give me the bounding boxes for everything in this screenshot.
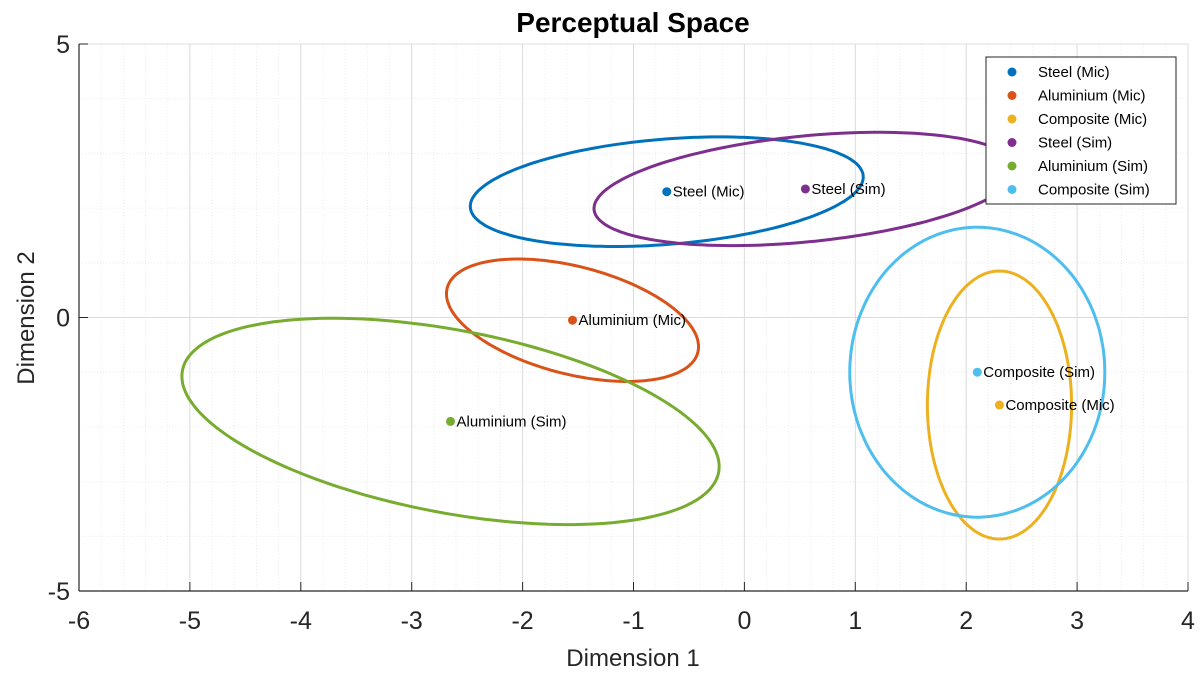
point-label-steel-mic: Steel (Mic) bbox=[673, 184, 745, 201]
x-tick-label: -2 bbox=[511, 607, 533, 635]
point-label-aluminium-sim: Aluminium (Sim) bbox=[457, 413, 567, 430]
legend-marker-aluminium-mic bbox=[1007, 91, 1017, 100]
legend-label-steel-sim: Steel (Sim) bbox=[1038, 135, 1112, 152]
ellipse-aluminium-sim bbox=[180, 316, 721, 527]
x-tick-label: -4 bbox=[290, 607, 312, 635]
tick-labels: -6 -5 -4 -3 -2 -1 0 1 2 3 4-505 bbox=[48, 31, 1195, 635]
ellipse-composite-mic bbox=[925, 269, 1074, 541]
legend-box bbox=[985, 56, 1177, 205]
legend-label-aluminium-mic: Aluminium (Mic) bbox=[1038, 88, 1146, 105]
y-tick-label: 0 bbox=[56, 305, 70, 333]
point-aluminium-mic bbox=[568, 315, 578, 325]
confidence-ellipses bbox=[180, 130, 1107, 541]
x-tick-label: 2 bbox=[959, 607, 973, 635]
point-composite-mic bbox=[994, 400, 1004, 410]
legend[interactable]: Steel (Mic) Aluminium (Mic) Composite (Mic… bbox=[985, 56, 1177, 205]
point-composite-sim bbox=[972, 367, 982, 377]
legend-label-steel-mic: Steel (Mic) bbox=[1038, 64, 1110, 81]
legend-marker-composite-mic bbox=[1007, 114, 1017, 124]
ellipse-steel-mic bbox=[468, 135, 865, 248]
legend-label-composite-mic: Composite (Mic) bbox=[1038, 111, 1147, 128]
x-tick-label: -3 bbox=[401, 607, 423, 635]
ellipse-composite-sim bbox=[848, 225, 1107, 519]
legend-marker-aluminium-sim bbox=[1007, 161, 1017, 171]
ellipse-steel-sim bbox=[592, 130, 1019, 248]
y-tick-label: 5 bbox=[56, 31, 70, 59]
x-tick-label: 4 bbox=[1181, 607, 1195, 635]
x-tick-label: 3 bbox=[1070, 607, 1084, 635]
point-label-composite-mic: Composite (Mic) bbox=[1005, 397, 1114, 414]
data-points bbox=[446, 184, 1004, 426]
point-aluminium-sim bbox=[446, 416, 456, 426]
axes bbox=[78, 43, 1189, 592]
x-axis-label: Dimension 1 bbox=[566, 645, 699, 672]
point-label-aluminium-mic: Aluminium (Mic) bbox=[579, 312, 687, 329]
x-tick-label: 0 bbox=[737, 607, 751, 635]
y-axis-label: Dimension 2 bbox=[13, 251, 40, 384]
chart-title: Perceptual Space bbox=[516, 7, 749, 38]
point-labels: Steel (Mic) Aluminium (Mic) Composite (Mic… bbox=[457, 181, 1115, 430]
x-tick-label: -1 bbox=[622, 607, 644, 635]
ellipse-aluminium-mic bbox=[445, 257, 700, 383]
legend-label-aluminium-sim: Aluminium (Sim) bbox=[1038, 158, 1148, 175]
legend-label-composite-sim: Composite (Sim) bbox=[1038, 182, 1150, 199]
point-steel-mic bbox=[662, 187, 672, 197]
point-label-composite-sim: Composite (Sim) bbox=[983, 364, 1095, 381]
legend-marker-composite-sim bbox=[1007, 185, 1017, 194]
x-tick-label: -5 bbox=[179, 607, 201, 635]
x-tick-label: 1 bbox=[848, 607, 862, 635]
x-tick-label: -6 bbox=[68, 607, 90, 635]
y-tick-label: -5 bbox=[48, 578, 70, 606]
point-label-steel-sim: Steel (Sim) bbox=[811, 181, 885, 198]
legend-marker-steel-sim bbox=[1007, 138, 1017, 147]
point-steel-sim bbox=[800, 184, 810, 194]
legend-marker-steel-mic bbox=[1007, 67, 1017, 77]
